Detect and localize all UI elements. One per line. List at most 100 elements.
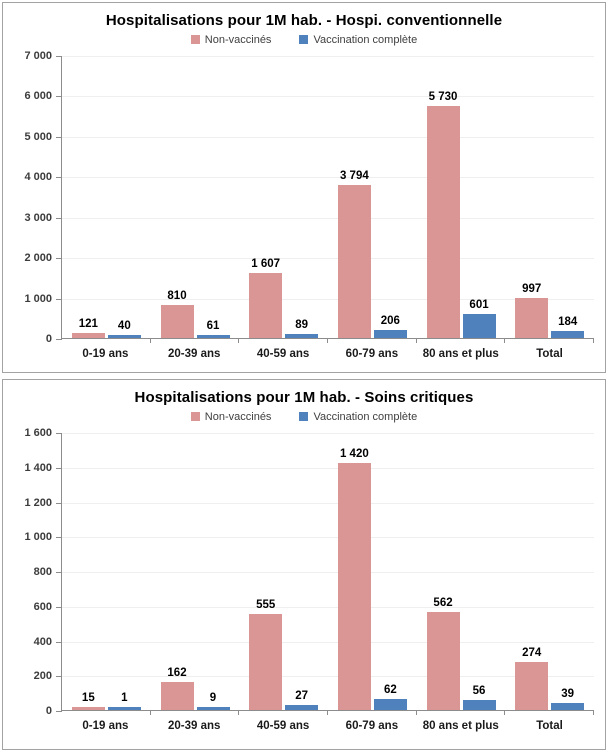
legend-label-non-vaccines: Non-vaccinés bbox=[204, 410, 272, 423]
y-axis-tick-label: 400 bbox=[33, 636, 52, 648]
x-axis-category-label: 0-19 ans bbox=[82, 348, 129, 360]
bar-non-vaccines bbox=[426, 612, 460, 710]
bar-non-vaccines bbox=[337, 463, 371, 710]
bar-value-label: 40 bbox=[117, 320, 131, 332]
x-axis-labels: 0-19 ans 20-39 ans 40-59 ans 60-79 ans 80 an… bbox=[61, 712, 594, 732]
category-slot: 1 607 89 bbox=[239, 56, 328, 338]
bar-vaccination-complete bbox=[285, 334, 319, 338]
x-axis-category-label: 20-39 ans bbox=[168, 348, 221, 360]
bar-column: 27 bbox=[285, 690, 319, 710]
legend-swatch-vaccination-complete-icon bbox=[299, 35, 309, 44]
chart-body: 0 1 000 2 000 3 000 4 000 5 000 6 000 7 000 121 4… bbox=[3, 50, 605, 366]
bar-value-label: 562 bbox=[433, 597, 453, 609]
y-axis-tick-label: 4 000 bbox=[24, 171, 52, 183]
x-axis-tick bbox=[149, 710, 151, 715]
bar-slots: 15 1 162 9 555 27 1 420 62 562 56 274 39 bbox=[62, 433, 594, 710]
bar-column: 601 bbox=[462, 299, 496, 338]
legend-swatch-non-vaccines-icon bbox=[190, 35, 200, 44]
bar-column: 562 bbox=[426, 597, 460, 710]
bar-column: 5 730 bbox=[426, 91, 460, 338]
category-slot: 15 1 bbox=[62, 433, 151, 710]
x-axis-category-label: 40-59 ans bbox=[256, 348, 310, 360]
bar-column: 1 607 bbox=[249, 258, 283, 338]
legend-swatch-vaccination-complete-icon bbox=[299, 412, 309, 421]
bar-slots: 121 40 810 61 1 607 89 3 794 206 5 730 601 997 184 bbox=[62, 56, 594, 338]
bar-column: 62 bbox=[373, 684, 407, 710]
category-slot: 997 184 bbox=[505, 56, 594, 338]
bar-non-vaccines bbox=[426, 106, 460, 338]
bar-vaccination-complete bbox=[107, 707, 141, 710]
bar-column: 1 bbox=[107, 692, 141, 710]
y-axis-tick-label: 200 bbox=[33, 670, 52, 682]
gridline bbox=[62, 503, 594, 504]
bar-value-label: 1 420 bbox=[339, 448, 369, 460]
bar-non-vaccines bbox=[160, 305, 194, 338]
y-axis-tick-label: 1 400 bbox=[24, 462, 52, 474]
bar-column: 39 bbox=[551, 688, 585, 710]
x-axis-tick bbox=[238, 338, 240, 343]
x-axis-tick bbox=[149, 338, 151, 343]
bar-column: 15 bbox=[71, 692, 105, 710]
x-axis-tick bbox=[238, 710, 240, 715]
bar-non-vaccines bbox=[160, 682, 194, 710]
y-axis-tick bbox=[56, 503, 62, 504]
bar-vaccination-complete bbox=[551, 331, 585, 338]
y-axis-tick bbox=[56, 537, 62, 538]
bar-vaccination-complete bbox=[285, 705, 319, 710]
legend-label-vaccination-complete: Vaccination complète bbox=[313, 33, 418, 46]
x-axis-tick bbox=[593, 710, 594, 715]
bar-value-label: 601 bbox=[469, 299, 489, 311]
gridline bbox=[62, 299, 594, 300]
x-axis-category-label: 20-39 ans bbox=[168, 720, 221, 732]
y-axis-tick-label: 1 200 bbox=[24, 497, 52, 509]
x-axis-category-label: 40-59 ans bbox=[256, 720, 310, 732]
y-axis-tick-label: 7 000 bbox=[24, 50, 52, 62]
category-slot: 1 420 62 bbox=[328, 433, 417, 710]
x-axis-tick bbox=[415, 710, 417, 715]
chart-title: Hospitalisations pour 1M hab. - Soins cr… bbox=[134, 389, 474, 406]
gridline bbox=[62, 572, 594, 573]
bar-value-label: 5 730 bbox=[428, 91, 458, 103]
bar-column: 121 bbox=[71, 318, 105, 338]
y-axis-tick-label: 1 000 bbox=[24, 293, 52, 305]
gridline bbox=[62, 56, 594, 57]
x-axis-category-label: 80 ans et plus bbox=[422, 348, 499, 360]
chart-title: Hospitalisations pour 1M hab. - Hospi. c… bbox=[105, 12, 503, 29]
category-slot: 274 39 bbox=[505, 433, 594, 710]
category-slot: 5 730 601 bbox=[417, 56, 506, 338]
gridline bbox=[62, 258, 594, 259]
x-axis-tick bbox=[327, 710, 328, 715]
chart-body: 0 200 400 600 800 1 000 1 200 1 400 1 600 15 1 162 9… bbox=[3, 427, 605, 738]
chart-legend: Non-vaccinés Vaccination complète bbox=[3, 32, 605, 47]
bar-vaccination-complete bbox=[373, 699, 407, 710]
bar-value-label: 89 bbox=[295, 319, 309, 331]
bar-non-vaccines bbox=[249, 273, 283, 338]
y-axis-tick-label: 1 000 bbox=[24, 531, 52, 543]
bar-value-label: 1 bbox=[121, 692, 128, 704]
x-axis-tick bbox=[504, 338, 506, 343]
legend-item-non-vaccines: Non-vaccinés bbox=[190, 410, 272, 423]
category-slot: 555 27 bbox=[239, 433, 328, 710]
bar-value-label: 3 794 bbox=[339, 170, 369, 182]
category-slot: 562 56 bbox=[417, 433, 506, 710]
y-axis-tick-label: 1 600 bbox=[24, 427, 52, 439]
bar-value-label: 184 bbox=[558, 316, 578, 328]
gridline bbox=[62, 676, 594, 677]
x-axis-tick bbox=[415, 338, 417, 343]
bar-value-label: 39 bbox=[561, 688, 575, 700]
plot-area: 0 200 400 600 800 1 000 1 200 1 400 1 600 15 1 162 9… bbox=[24, 427, 594, 717]
x-axis-tick bbox=[593, 338, 594, 343]
y-axis-tick bbox=[56, 299, 62, 300]
bar-column: 3 794 bbox=[337, 170, 371, 338]
bar-value-label: 206 bbox=[380, 315, 400, 327]
category-slot: 121 40 bbox=[62, 56, 151, 338]
gridline bbox=[62, 607, 594, 608]
bar-column: 56 bbox=[462, 685, 496, 710]
x-axis-category-label: 60-79 ans bbox=[345, 348, 399, 360]
y-axis-tick bbox=[56, 572, 62, 573]
bar-column: 61 bbox=[196, 320, 230, 338]
bar-vaccination-complete bbox=[196, 335, 230, 338]
y-axis-tick-label: 6 000 bbox=[24, 90, 52, 102]
y-axis-tick bbox=[56, 642, 62, 643]
bar-column: 184 bbox=[551, 316, 585, 338]
